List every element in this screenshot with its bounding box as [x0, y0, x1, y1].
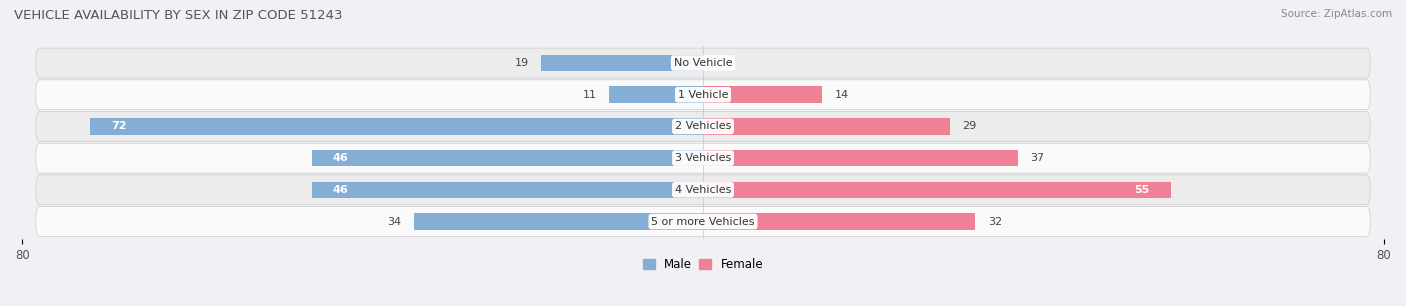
Text: 46: 46 — [333, 185, 349, 195]
Text: 34: 34 — [387, 217, 401, 226]
Text: 46: 46 — [333, 153, 349, 163]
Bar — [609, 87, 703, 103]
Text: 2 Vehicles: 2 Vehicles — [675, 121, 731, 131]
Text: 5 or more Vehicles: 5 or more Vehicles — [651, 217, 755, 226]
FancyBboxPatch shape — [35, 111, 1371, 141]
Legend: Male, Female: Male, Female — [638, 253, 768, 276]
Bar — [703, 181, 1171, 198]
Text: 29: 29 — [963, 121, 977, 131]
Bar — [703, 118, 949, 135]
Bar — [90, 118, 703, 135]
Bar — [703, 150, 1018, 166]
Bar — [541, 55, 703, 71]
FancyBboxPatch shape — [35, 143, 1371, 173]
Text: No Vehicle: No Vehicle — [673, 58, 733, 68]
Text: 32: 32 — [988, 217, 1002, 226]
Text: Source: ZipAtlas.com: Source: ZipAtlas.com — [1281, 9, 1392, 19]
Text: VEHICLE AVAILABILITY BY SEX IN ZIP CODE 51243: VEHICLE AVAILABILITY BY SEX IN ZIP CODE … — [14, 9, 343, 22]
FancyBboxPatch shape — [35, 48, 1371, 78]
Text: 4 Vehicles: 4 Vehicles — [675, 185, 731, 195]
Bar — [703, 87, 823, 103]
Text: 55: 55 — [1135, 185, 1150, 195]
Text: 14: 14 — [835, 90, 849, 100]
Text: 19: 19 — [515, 58, 529, 68]
FancyBboxPatch shape — [35, 80, 1371, 110]
Bar — [413, 213, 703, 230]
FancyBboxPatch shape — [35, 175, 1371, 205]
Text: 37: 37 — [1031, 153, 1045, 163]
Text: 0: 0 — [716, 58, 723, 68]
FancyBboxPatch shape — [35, 207, 1371, 237]
Bar — [312, 150, 703, 166]
Bar — [312, 181, 703, 198]
Text: 1 Vehicle: 1 Vehicle — [678, 90, 728, 100]
Text: 11: 11 — [582, 90, 596, 100]
Text: 72: 72 — [111, 121, 127, 131]
Bar — [703, 213, 976, 230]
Text: 3 Vehicles: 3 Vehicles — [675, 153, 731, 163]
